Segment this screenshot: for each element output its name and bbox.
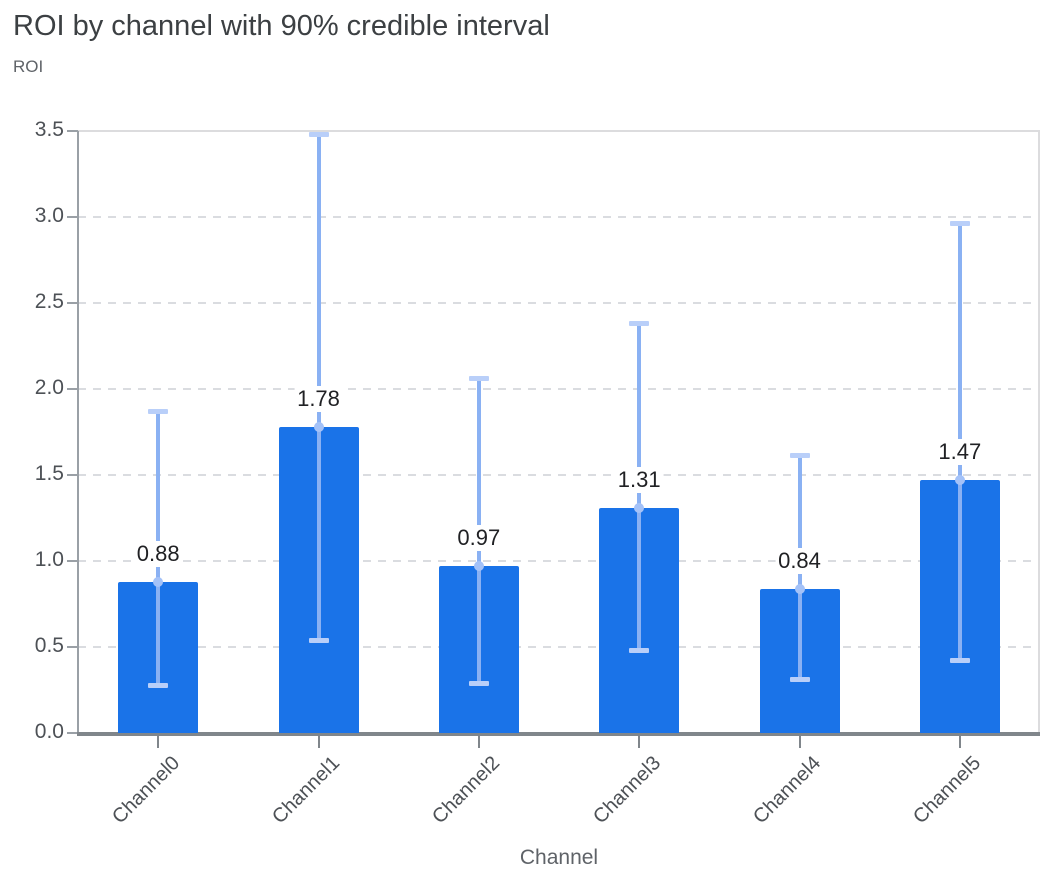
mean-marker-dot (794, 583, 805, 594)
x-tick-mark (638, 736, 641, 748)
x-tick-label: Channel3 (588, 752, 665, 829)
y-tick-mark (67, 302, 78, 304)
x-tick-label: Channel0 (107, 752, 184, 829)
error-bar-cap-top (308, 131, 329, 137)
error-bar-cap-top (468, 375, 489, 381)
x-tick-label: Channel2 (428, 752, 505, 829)
x-tick-mark (958, 736, 961, 748)
value-label: 1.31 (614, 466, 664, 493)
y-tick-mark (67, 646, 78, 648)
mean-marker-dot (313, 421, 324, 432)
error-bar-cap-bottom (148, 682, 169, 688)
y-tick-mark (67, 474, 78, 476)
y-tick-label: 0.5 (34, 634, 64, 657)
x-axis-title: Channel (519, 846, 599, 869)
gridline (78, 216, 1040, 218)
x-axis-line (77, 732, 1040, 736)
mean-marker-dot (954, 475, 965, 486)
y-tick-label: 1.0 (34, 548, 64, 571)
value-label: 1.78 (294, 385, 343, 412)
y-tick-mark (67, 732, 78, 734)
y-tick-mark (67, 388, 78, 390)
error-bar-cap-bottom (629, 648, 650, 654)
plot-top-border (78, 130, 1040, 132)
y-tick-label: 3.0 (34, 204, 64, 227)
gridline (78, 302, 1040, 304)
error-bar-cap-bottom (789, 677, 810, 683)
y-tick-mark (67, 130, 78, 132)
value-label: 0.97 (454, 525, 504, 552)
y-tick-label: 0.0 (34, 720, 64, 743)
y-tick-mark (67, 560, 78, 562)
mean-marker-dot (153, 576, 164, 587)
y-tick-label: 2.5 (34, 290, 64, 313)
error-bar-cap-bottom (308, 637, 329, 643)
value-label: 1.47 (935, 439, 985, 466)
error-bar-cap-bottom (949, 658, 970, 664)
gridline (78, 560, 1040, 562)
gridline (78, 388, 1040, 390)
y-axis-line (77, 131, 79, 733)
x-tick-label: Channel5 (909, 752, 986, 829)
y-tick-label: 1.5 (34, 462, 64, 485)
value-label: 0.84 (775, 547, 824, 574)
y-axis-title: ROI (13, 57, 44, 76)
y-tick-mark (67, 216, 78, 218)
error-bar-cap-top (148, 408, 169, 414)
error-bar-cap-top (789, 453, 810, 459)
x-tick-mark (317, 736, 320, 748)
y-tick-label: 2.0 (34, 376, 64, 399)
x-tick-label: Channel4 (748, 752, 826, 829)
value-label: 0.88 (133, 540, 183, 567)
mean-marker-dot (473, 561, 484, 572)
error-bar-cap-top (949, 221, 970, 227)
x-tick-mark (798, 736, 801, 748)
mean-marker-dot (634, 502, 645, 513)
error-bar-cap-bottom (468, 680, 489, 686)
x-tick-label: Channel1 (267, 752, 345, 829)
y-tick-label: 3.5 (34, 118, 64, 141)
gridline (78, 646, 1040, 648)
gridline (78, 474, 1040, 476)
x-tick-mark (157, 736, 160, 748)
chart-title: ROI by channel with 90% credible interva… (13, 10, 550, 42)
error-bar-cap-top (629, 320, 650, 326)
x-tick-mark (477, 736, 480, 748)
plot-right-border (1038, 131, 1040, 733)
